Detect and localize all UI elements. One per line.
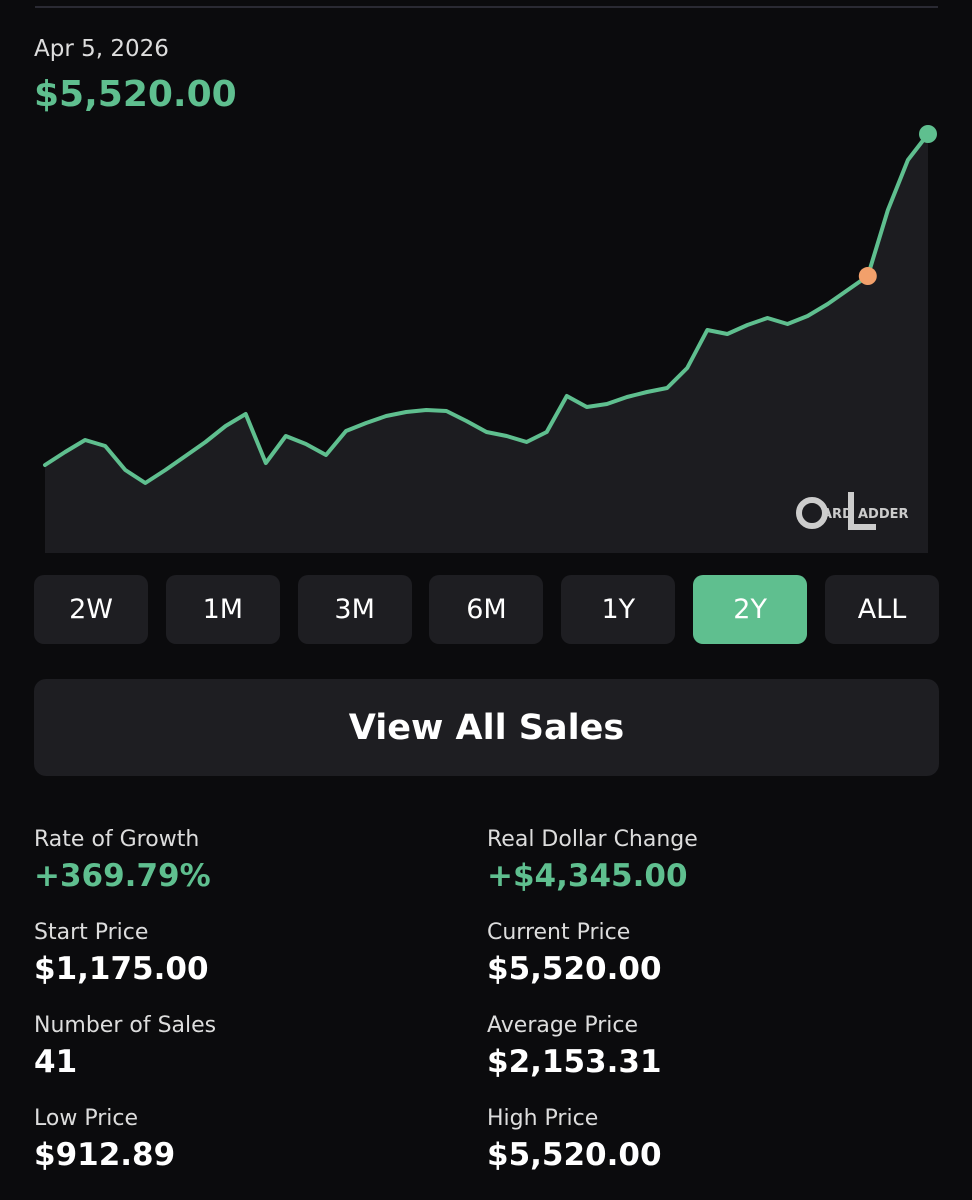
stat: High Price $5,520.00 <box>487 1106 662 1173</box>
view-all-button[interactable]: View All Sales <box>34 679 939 776</box>
stat-label: Low Price <box>34 1106 138 1131</box>
stat: Start Price $1,175.00 <box>34 920 209 987</box>
stat-value: $912.89 <box>34 1137 176 1173</box>
watermark: ADDER <box>858 507 909 522</box>
stat-value: 41 <box>34 1044 78 1080</box>
range-button[interactable]: 2Y <box>693 575 808 644</box>
stat-value: $2,153.31 <box>487 1044 662 1080</box>
stat-label: High Price <box>487 1106 599 1131</box>
range-button[interactable]: 1Y <box>561 575 676 644</box>
stat-value: $5,520.00 <box>487 1137 662 1173</box>
line <box>43 132 930 485</box>
stat-label: Real Dollar Change <box>487 827 698 852</box>
price: $5,520.00 <box>34 74 237 115</box>
stat-value: +$4,345.00 <box>487 858 688 894</box>
divider <box>35 6 938 8</box>
stat-value: $5,520.00 <box>487 951 662 987</box>
date: Apr 5, 2026 <box>34 36 169 62</box>
area <box>45 134 928 553</box>
stat: Number of Sales 41 <box>34 1013 216 1080</box>
stat-label: Current Price <box>487 920 631 945</box>
logo-l <box>848 492 854 530</box>
stat: Rate of Growth +369.79% <box>34 827 211 894</box>
stat: Average Price $2,153.31 <box>487 1013 662 1080</box>
range-button[interactable]: 1M <box>165 575 280 644</box>
stat: Low Price $912.89 <box>34 1106 175 1173</box>
range-button[interactable]: 6M <box>429 575 544 644</box>
watermark: ARD <box>822 507 853 522</box>
stat: Current Price $5,520.00 <box>487 920 662 987</box>
highlight-point <box>858 267 877 286</box>
chart: ARD ADDER <box>43 125 937 553</box>
range-button[interactable]: ALL <box>824 575 939 644</box>
range-selector: 2W 1M 3M 6M 1Y 2Y ALL <box>34 575 939 644</box>
stat-label: Start Price <box>34 920 149 945</box>
logo-l-foot <box>848 524 876 530</box>
stat-label: Number of Sales <box>34 1013 217 1038</box>
end-point <box>919 125 937 143</box>
stat-label: Average Price <box>487 1013 639 1038</box>
logo-c <box>796 497 828 529</box>
stat-value: +369.79% <box>34 858 211 894</box>
stat: Real Dollar Change +$4,345.00 <box>487 827 698 894</box>
stat-value: $1,175.00 <box>34 951 209 987</box>
range-button[interactable]: 2W <box>34 575 148 644</box>
stat-label: Rate of Growth <box>34 827 200 852</box>
range-button[interactable]: 3M <box>297 575 412 644</box>
